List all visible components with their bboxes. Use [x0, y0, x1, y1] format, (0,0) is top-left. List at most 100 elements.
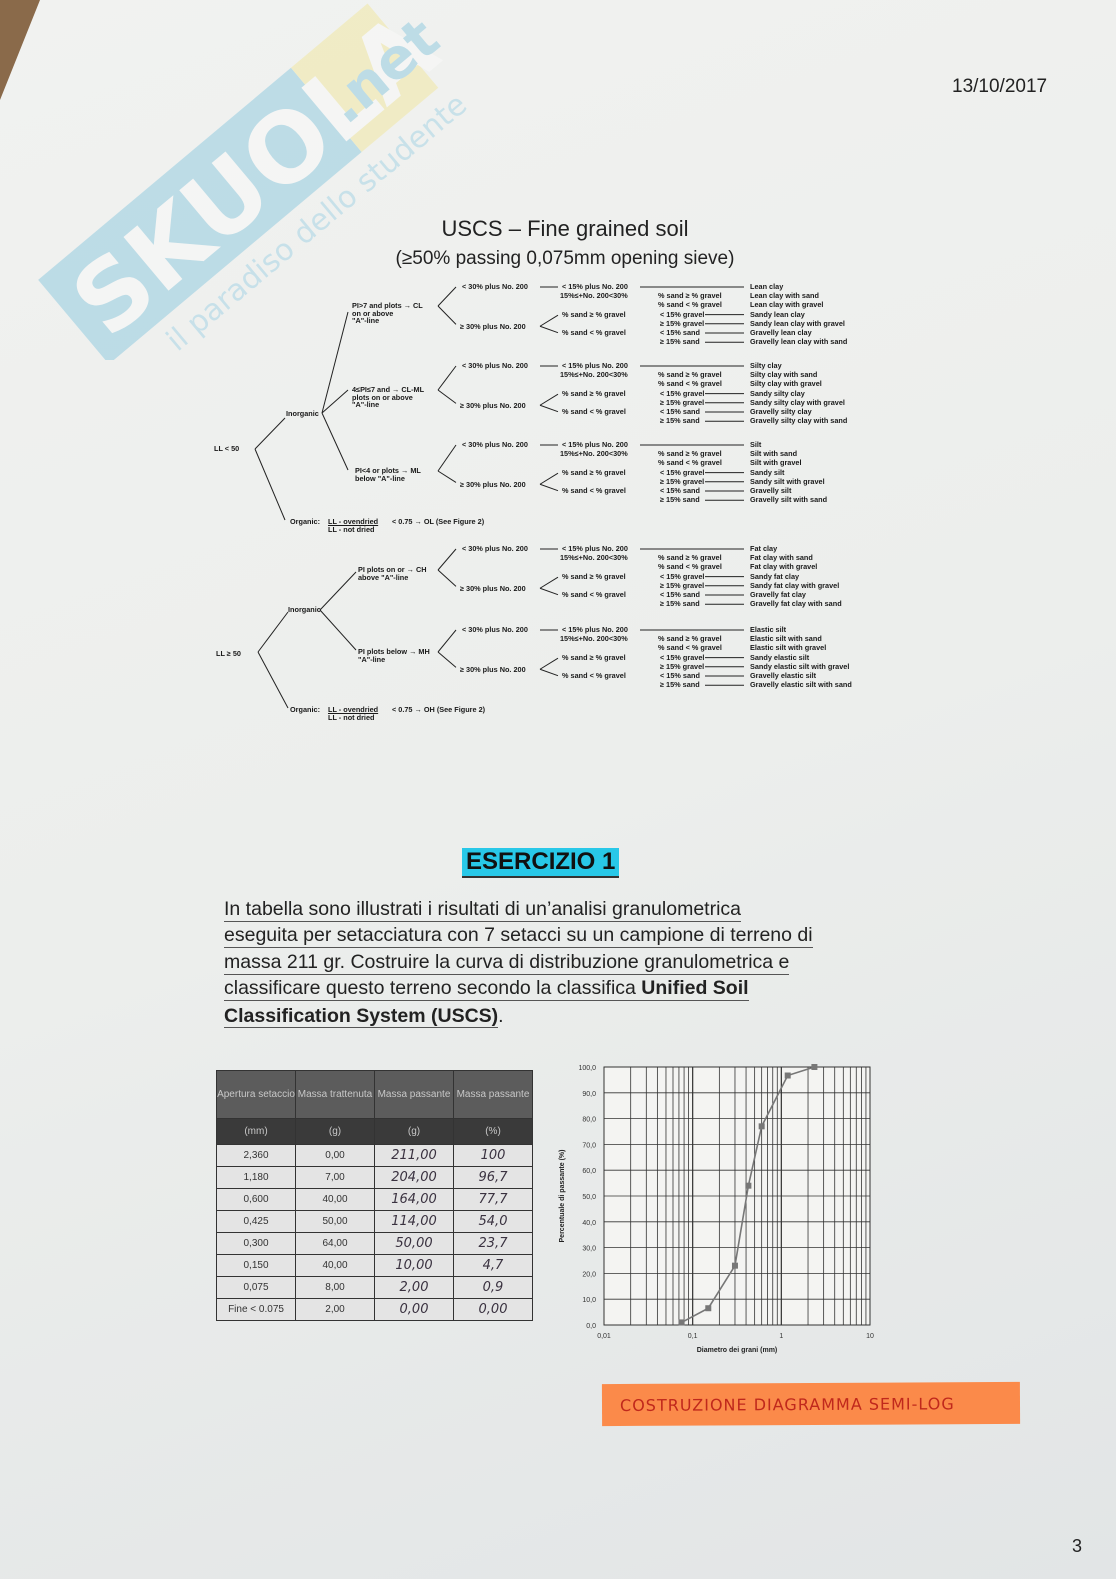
branch-label: < 30% plus No. 200	[462, 282, 528, 291]
y-tick-label: 80,0	[582, 1117, 596, 1124]
branch-label: < 15% sand	[660, 407, 700, 416]
soil-name: Gravelly lean clay with sand	[750, 337, 848, 347]
group-condition: "A"-line	[352, 400, 380, 409]
soil-name: Gravelly silty clay with sand	[750, 416, 848, 426]
branch-label: 15%≤+No. 200<30%	[560, 553, 628, 563]
arrow	[257, 651, 289, 709]
table-cell: 0,600	[216, 1188, 296, 1211]
soil-name: Silt with gravel	[750, 458, 802, 468]
branch-label: % sand < % gravel	[562, 671, 626, 680]
table-cell: 23,7	[453, 1232, 533, 1255]
table-cell: 7,00	[295, 1166, 375, 1189]
soil-name: Sandy elastic silt	[750, 652, 810, 662]
data-point	[811, 1064, 818, 1070]
table-cell: 0,00	[295, 1144, 375, 1167]
branch-label: < 15% sand	[660, 486, 700, 495]
branch-label: < 15% gravel	[660, 652, 705, 662]
group-condition: below "A"-line	[355, 473, 405, 483]
organic-result: < 0.75 → OH (See Figure 2)	[392, 705, 486, 714]
table-cell: 100	[453, 1144, 533, 1167]
date: 13/10/2017	[952, 76, 1048, 97]
branch-label: ≥ 30% plus No. 200	[460, 583, 526, 593]
organic-result: < 0.75 → OL (See Figure 2)	[392, 517, 485, 526]
table-cell: 0,075	[216, 1276, 296, 1299]
sticky-note: COSTRUZIONE DIAGRAMMA SEMI-LOG	[601, 1381, 1021, 1427]
branch-label: < 15% plus No. 200	[562, 625, 628, 634]
group-condition: plots on or above	[352, 392, 413, 402]
y-tick-label: 100,0	[578, 1065, 596, 1072]
branch-label: ≥ 30% plus No. 200	[460, 479, 526, 489]
soil-name: Sandy lean clay	[750, 309, 805, 319]
table-cell: 40,00	[295, 1188, 375, 1211]
y-tick-label: 0,0	[586, 1323, 596, 1330]
table-cell: 211,00	[374, 1144, 454, 1167]
arrow	[437, 389, 457, 404]
arrow	[437, 548, 457, 571]
inorganic-label: Inorganic	[286, 409, 319, 418]
table-cell: 40,00	[295, 1254, 375, 1277]
flowchart-title: USCS – Fine grained soil	[441, 216, 689, 241]
branch-label: ≥ 15% gravel	[660, 476, 705, 486]
table-cell: 50,00	[374, 1232, 454, 1255]
col-header: Massa passante	[374, 1070, 454, 1119]
table-cell: 96,7	[453, 1166, 533, 1189]
branch-label: ≥ 15% gravel	[660, 580, 705, 590]
table-cell: 50,00	[295, 1210, 375, 1233]
branch-label: % sand < % gravel	[562, 328, 626, 337]
branch-label: % sand ≥ % gravel	[658, 634, 722, 644]
table-cell: 54,0	[453, 1210, 533, 1233]
x-tick-label: 10	[866, 1333, 874, 1340]
group-condition: PI<4 or plots → ML	[355, 466, 421, 475]
group-condition: PI plots below → MH	[358, 647, 430, 656]
exercise-line: Classification System (USCS).	[224, 1004, 504, 1028]
soil-name: Gravelly fat clay	[750, 590, 806, 599]
soil-name: Silt	[750, 440, 762, 449]
data-point	[678, 1319, 685, 1326]
y-tick-label: 40,0	[582, 1220, 596, 1227]
soil-name: Lean clay with gravel	[750, 300, 824, 310]
table-cell: 0,00	[374, 1298, 454, 1321]
soil-name: Sandy elastic silt with gravel	[750, 661, 850, 671]
soil-name: Silt with sand	[750, 449, 798, 459]
group-condition: 4≤PI≤7 and → CL-ML	[352, 385, 425, 394]
arrow	[437, 569, 457, 587]
branch-label: < 15% gravel	[660, 388, 705, 398]
y-tick-label: 60,0	[582, 1168, 596, 1175]
arrow	[539, 404, 559, 413]
branch-label: ≥ 15% sand	[660, 680, 700, 690]
branch-label: % sand < % gravel	[658, 458, 722, 468]
arrow	[539, 393, 559, 406]
data-point	[758, 1123, 765, 1130]
y-tick-label: 10,0	[582, 1297, 596, 1304]
branch-label: ≥ 30% plus No. 200	[460, 400, 526, 410]
branch-label: ≥ 15% sand	[660, 337, 700, 347]
soil-name: Elastic silt with sand	[750, 634, 822, 644]
branch-label: % sand < % gravel	[562, 590, 626, 599]
soil-name: Gravelly elastic silt	[750, 671, 817, 680]
table-cell: 0,9	[453, 1276, 533, 1299]
table-cell: 0,300	[216, 1232, 296, 1255]
soil-name: Silty clay with sand	[750, 370, 818, 380]
table-cell: 0,00	[453, 1298, 533, 1321]
soil-name: Gravelly fat clay with sand	[750, 599, 842, 609]
table-cell: 77,7	[453, 1188, 533, 1211]
col-header: Massa trattenuta	[295, 1070, 375, 1119]
soil-name: Elastic silt with gravel	[750, 643, 827, 653]
arrow	[437, 629, 457, 653]
x-tick-label: 1	[779, 1333, 783, 1340]
arrow	[254, 448, 286, 521]
arrow	[437, 305, 457, 325]
branch-label: % sand ≥ % gravel	[658, 449, 722, 459]
ll-label: LL < 50	[214, 444, 240, 453]
branch-label: < 15% sand	[660, 590, 700, 599]
exercise-text: classificare questo terreno secondo la c…	[224, 977, 642, 999]
table-row: 0,425 50,00 114,00 54,0	[216, 1210, 533, 1233]
organic-label: Organic:	[290, 517, 321, 526]
organic-fraction-top: LL - ovendried	[328, 517, 379, 526]
branch-label: 15%≤+No. 200<30%	[560, 634, 628, 644]
exercise-bold: Unified Soil	[641, 977, 749, 999]
branch-label: < 15% gravel	[660, 571, 705, 581]
col-unit: (g)	[374, 1118, 454, 1145]
arrow	[539, 576, 559, 589]
soil-name: Sandy lean clay with gravel	[750, 318, 845, 328]
